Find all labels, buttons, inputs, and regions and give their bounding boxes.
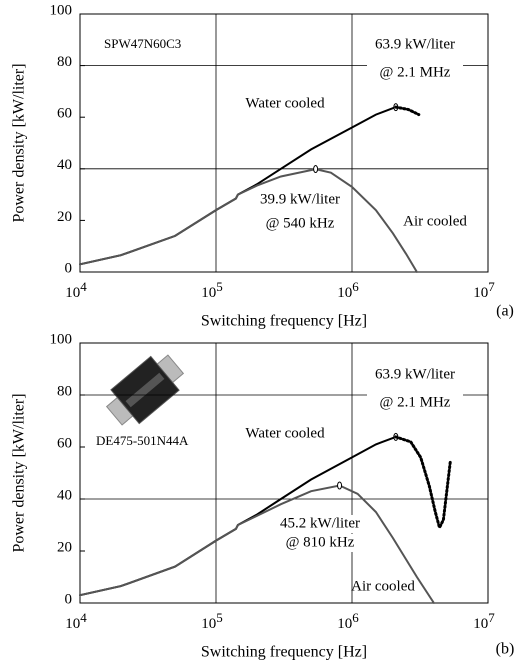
peak-marker	[313, 165, 319, 174]
x-axis-label: Switching frequency [Hz]	[201, 313, 367, 330]
x-tick-base: 10	[337, 285, 352, 301]
annotation: @ 810 kHz	[286, 534, 355, 550]
peak-marker	[337, 481, 343, 490]
annotation-bg	[272, 534, 368, 552]
x-tick-base: 10	[473, 285, 488, 301]
annotation: 39.9 kW/liter	[260, 191, 340, 207]
annotation: @ 2.1 MHz	[380, 64, 451, 80]
series-line	[79, 168, 418, 273]
y-tick-label: 40	[57, 487, 72, 503]
x-tick-label: 105	[201, 279, 223, 301]
x-tick-exponent: 6	[352, 610, 359, 625]
x-tick-label: 106	[337, 279, 359, 301]
x-tick-label: 107	[473, 610, 495, 632]
x-tick-exponent: 7	[488, 279, 495, 294]
y-tick-label: 80	[57, 383, 72, 399]
device-label: DE475-501N44A	[96, 433, 189, 448]
panel-label: (a)	[496, 303, 514, 320]
y-tick-label: 20	[57, 209, 72, 225]
x-tick-exponent: 6	[352, 279, 359, 294]
x-tick-label: 107	[473, 279, 495, 301]
annotation: 63.9 kW/liter	[375, 366, 455, 382]
y-tick-label: 100	[50, 2, 73, 18]
series-label: Air cooled	[403, 213, 467, 229]
y-axis-label: Power density [kW/liter]	[11, 63, 28, 222]
series-label: Water cooled	[245, 95, 325, 111]
x-tick-exponent: 7	[488, 610, 495, 625]
x-tick-base: 10	[65, 285, 80, 301]
x-tick-label: 105	[201, 610, 223, 632]
chip-icon	[105, 354, 185, 426]
series-label: Water cooled	[245, 425, 325, 441]
annotation-bg	[367, 64, 463, 82]
annotation: @ 540 kHz	[266, 215, 335, 231]
series-line	[394, 105, 421, 117]
x-tick-label: 104	[65, 279, 87, 301]
y-tick-label: 60	[57, 106, 72, 122]
x-tick-label: 104	[65, 610, 87, 632]
y-tick-label: 40	[57, 157, 72, 173]
x-tick-exponent: 4	[80, 610, 87, 625]
y-tick-label: 0	[65, 260, 73, 276]
panel-label: (b)	[496, 641, 515, 658]
x-tick-base: 10	[337, 616, 352, 632]
series-label: Air cooled	[351, 578, 415, 594]
annotation: @ 2.1 MHz	[380, 394, 451, 410]
annotation-bg	[367, 366, 463, 384]
annotation-bg	[272, 515, 368, 533]
x-tick-exponent: 4	[80, 279, 87, 294]
y-tick-label: 0	[65, 591, 73, 607]
device-label: SPW47N60C3	[104, 36, 181, 51]
x-tick-base: 10	[201, 285, 216, 301]
x-tick-base: 10	[473, 616, 488, 632]
annotation: 45.2 kW/liter	[280, 515, 360, 531]
y-tick-label: 100	[50, 331, 73, 347]
series-line	[394, 435, 452, 532]
series-line	[79, 484, 435, 604]
x-tick-exponent: 5	[216, 610, 223, 625]
annotation-bg	[367, 36, 463, 54]
x-tick-base: 10	[201, 616, 216, 632]
y-axis-label: Power density [kW/liter]	[11, 393, 28, 552]
x-tick-base: 10	[65, 616, 80, 632]
y-tick-label: 80	[57, 54, 72, 70]
x-axis-label: Switching frequency [Hz]	[201, 644, 367, 661]
annotation: 63.9 kW/liter	[375, 36, 455, 52]
x-tick-label: 106	[337, 610, 359, 632]
y-tick-label: 60	[57, 435, 72, 451]
annotation-bg	[252, 191, 348, 209]
y-tick-label: 20	[57, 539, 72, 555]
x-tick-exponent: 5	[216, 279, 223, 294]
annotation-bg	[367, 394, 463, 412]
annotation-bg	[252, 215, 348, 233]
